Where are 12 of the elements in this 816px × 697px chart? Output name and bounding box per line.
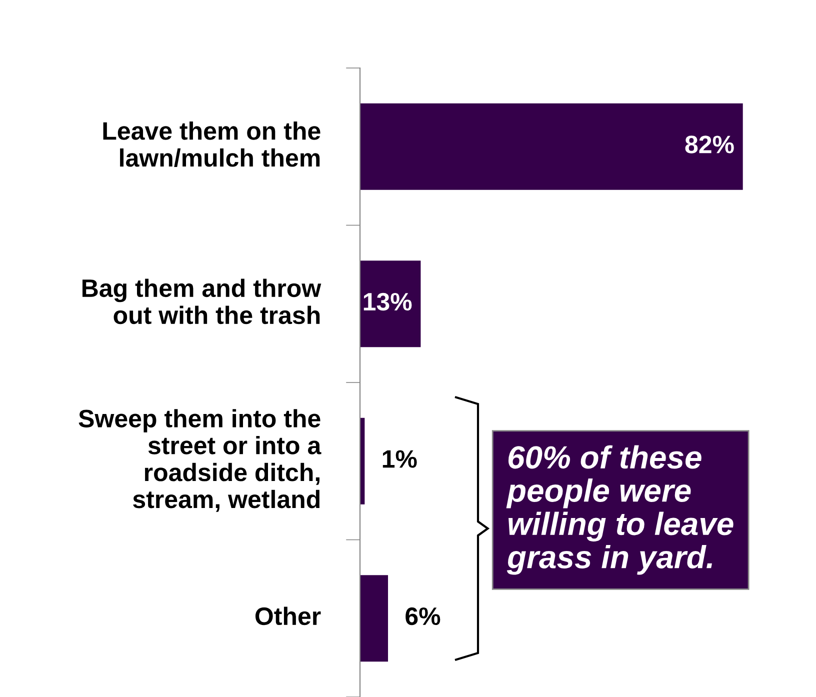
bar xyxy=(360,260,421,348)
bar xyxy=(360,575,388,662)
data-label: 6% xyxy=(406,607,440,626)
annotation: 60% of these people were willing to leave grass in yard. xyxy=(506,445,734,575)
y-tick-label: Other xyxy=(255,606,321,626)
y-tick-label: Bag them and throw out with the trash xyxy=(82,278,322,324)
data-label: 13% xyxy=(364,292,412,311)
bar xyxy=(360,103,743,190)
y-tick-label: Sweep them into the street or into a roadside ditch, stream, wetland xyxy=(78,409,322,512)
data-label: 82% xyxy=(685,136,734,154)
data-label: 1% xyxy=(382,450,417,468)
y-tick-label: Leave them on the lawn/mulch them xyxy=(103,122,320,168)
